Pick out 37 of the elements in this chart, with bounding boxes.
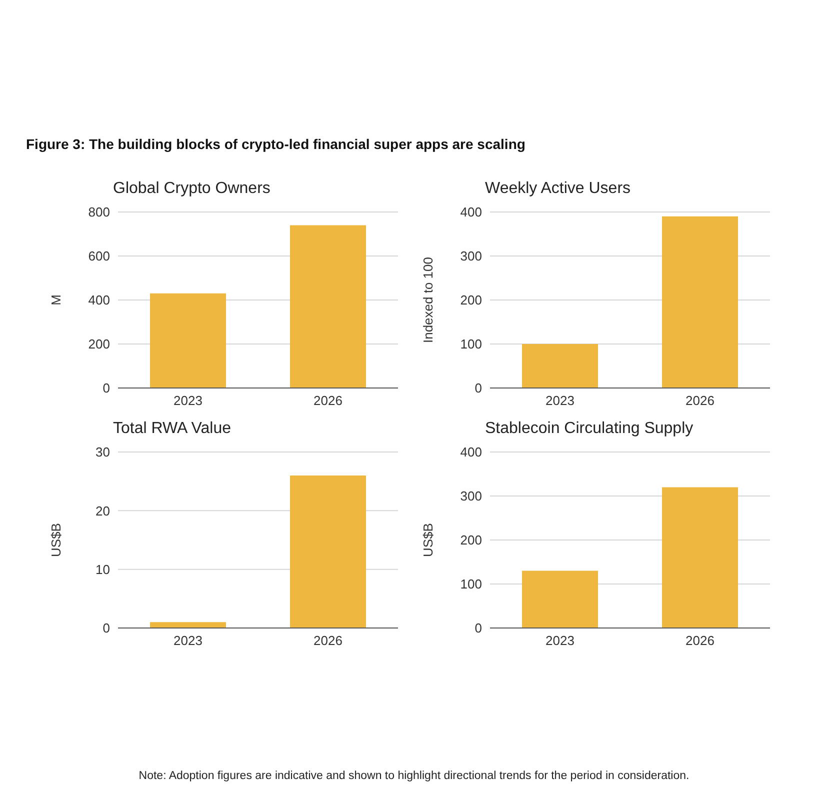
x-tick-label: 2023 [174, 393, 202, 408]
y-tick-label: 600 [88, 248, 110, 264]
chart-title: Global Crypto Owners [112, 180, 272, 199]
y-tick-label: 10 [96, 562, 110, 577]
y-tick-label: 400 [460, 204, 482, 220]
y-tick-label: 0 [474, 380, 482, 396]
y-tick-label: 0 [474, 620, 482, 636]
x-tick-label: 2023 [546, 393, 574, 408]
y-tick-label: 0 [102, 380, 110, 396]
y-tick-label: 800 [88, 204, 110, 220]
y-tick-label: 400 [88, 292, 110, 308]
caption: Figure 3: The building blocks of crypto-led financial super apps are scaling [26, 136, 526, 152]
y-tick-label: 30 [96, 444, 110, 460]
y-axis-title: Indexed to 100 [420, 256, 436, 344]
text: Note: Adoption figures are indicative and shown to highlight directional trends for the period in consideration. [138, 770, 690, 782]
y-tick-label: 300 [460, 248, 482, 264]
y-axis-title: US$B [420, 523, 436, 557]
chart-title: Weekly Active Users [484, 180, 632, 199]
x-tick-label: 2023 [546, 633, 574, 648]
y-tick-label: 200 [460, 292, 482, 308]
x-tick-label: 2023 [174, 633, 202, 648]
x-tick-label: 2026 [686, 393, 714, 408]
y-tick-label: 400 [460, 444, 482, 460]
y-tick-label: 200 [88, 336, 110, 352]
chart-title: Total RWA Value [112, 420, 232, 439]
y-tick-label: 0 [102, 620, 110, 636]
x-tick-label: 2026 [686, 633, 714, 648]
y-tick-label: 20 [96, 503, 110, 518]
y-tick-label: 300 [460, 488, 482, 504]
x-tick-label: 2026 [314, 393, 342, 408]
x-tick-label: 2026 [314, 633, 342, 648]
y-tick-label: 200 [460, 532, 482, 548]
y-tick-label: 100 [460, 576, 482, 592]
chart-title: Stablecoin Circulating Supply [484, 420, 694, 439]
y-tick-label: 100 [460, 336, 482, 352]
y-axis-title: M [48, 294, 64, 306]
y-axis-title: US$B [48, 523, 64, 557]
